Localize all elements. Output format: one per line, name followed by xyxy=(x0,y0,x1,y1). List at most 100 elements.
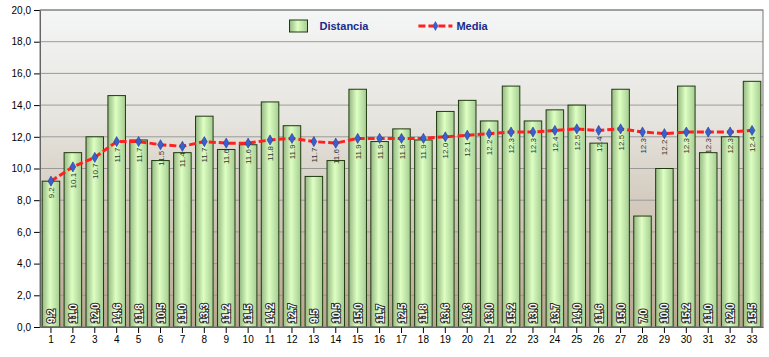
x-tick-label: 16 xyxy=(374,334,386,345)
x-tick: 28 xyxy=(637,327,649,345)
x-tick: 13 xyxy=(308,327,320,345)
line-label: 10.7 xyxy=(91,163,100,179)
y-tick-mark xyxy=(34,10,40,11)
grid xyxy=(40,10,763,327)
data-labels: 9.211.012.014.611.810.511.013.311.211.51… xyxy=(46,134,758,323)
bar xyxy=(196,116,214,327)
bar-label: 11.8 xyxy=(134,304,145,323)
line-label: 11.9 xyxy=(398,144,407,160)
x-tick-mark xyxy=(72,327,73,333)
bar xyxy=(393,129,411,327)
plot: 0,02,04,06,08,010,012,014,016,018,020,01… xyxy=(12,5,764,345)
x-tick-mark xyxy=(423,327,424,333)
bar xyxy=(108,96,126,327)
bar-label: 11.0 xyxy=(703,304,714,323)
bar-label: 12.0 xyxy=(725,303,736,323)
bar-label: 14.0 xyxy=(572,303,583,323)
x-tick-label: 27 xyxy=(615,334,627,345)
line xyxy=(51,129,752,181)
x-tick-mark xyxy=(313,327,314,333)
x-tick-mark xyxy=(752,327,753,333)
x-tick-label: 21 xyxy=(484,334,496,345)
x-tick: 16 xyxy=(374,327,386,345)
line-label: 11.9 xyxy=(288,144,297,160)
bar xyxy=(371,142,389,327)
x-tick-label: 32 xyxy=(725,334,737,345)
marker xyxy=(355,133,361,143)
y-tick-mark xyxy=(34,169,40,170)
plot-frame xyxy=(40,10,763,327)
x-tick-label: 30 xyxy=(681,334,693,345)
bar xyxy=(524,121,542,327)
x-tick-mark xyxy=(357,327,358,333)
line-label: 10.1 xyxy=(69,172,78,188)
x-tick: 8 xyxy=(202,327,208,345)
bar xyxy=(437,111,455,327)
x-tick: 30 xyxy=(681,327,693,345)
y-tick-label: 2,0 xyxy=(17,290,31,301)
bar xyxy=(239,145,257,327)
bar-label: 11.6 xyxy=(594,304,605,323)
bar xyxy=(261,102,279,327)
legend: Distancia Media xyxy=(290,20,489,32)
x-tick-mark xyxy=(50,327,51,333)
bar xyxy=(699,153,717,327)
marks xyxy=(42,81,761,327)
line-label: 12.0 xyxy=(441,142,450,158)
marker xyxy=(749,125,755,135)
bar xyxy=(217,149,235,327)
bar xyxy=(502,86,520,327)
x-tick-mark xyxy=(489,327,490,333)
marker xyxy=(333,138,339,148)
y-tick: 0,0 xyxy=(17,322,40,333)
line-label: 12.2 xyxy=(485,139,494,155)
line-label: 12.5 xyxy=(573,134,582,150)
line-label: 12.4 xyxy=(551,136,560,152)
legend-label: Distancia xyxy=(320,20,370,32)
x-tick-mark xyxy=(401,327,402,333)
marker xyxy=(48,176,54,186)
x-tick-label: 10 xyxy=(243,334,255,345)
x-tick-label: 24 xyxy=(549,334,561,345)
legend-label: Media xyxy=(456,20,488,32)
x-tick-mark xyxy=(270,327,271,333)
y-tick: 8,0 xyxy=(17,195,40,206)
line-label: 9.2 xyxy=(47,187,56,199)
line-label: 12.2 xyxy=(660,139,669,155)
marker xyxy=(661,129,667,139)
x-tick: 17 xyxy=(396,327,408,345)
legend-swatch xyxy=(290,20,308,32)
x-tick: 20 xyxy=(462,327,474,345)
bar-label: 12.7 xyxy=(287,303,298,323)
bar xyxy=(678,86,696,327)
line-label: 11.6 xyxy=(332,149,341,165)
x-tick: 19 xyxy=(440,327,452,345)
x-tick: 10 xyxy=(243,327,255,345)
x-tick-label: 20 xyxy=(462,334,474,345)
bar xyxy=(546,110,564,327)
marker xyxy=(727,127,733,137)
x-tick-label: 1 xyxy=(48,334,54,345)
y-tick: 2,0 xyxy=(17,290,40,301)
bar xyxy=(305,176,323,327)
y-tick-label: 0,0 xyxy=(17,322,31,333)
marker xyxy=(640,127,646,137)
x-tick-mark xyxy=(467,327,468,333)
bar-label: 15.0 xyxy=(616,303,627,323)
bar-label: 12.0 xyxy=(90,303,101,323)
x-tick-label: 12 xyxy=(286,334,298,345)
line-label: 11.6 xyxy=(244,149,253,165)
y-tick: 6,0 xyxy=(17,227,40,238)
marker xyxy=(705,127,711,137)
x-tick-mark xyxy=(291,327,292,333)
y-tick-label: 10,0 xyxy=(12,163,32,174)
x-tick-mark xyxy=(708,327,709,333)
line-label: 12.4 xyxy=(595,136,604,152)
y-tick-mark xyxy=(34,295,40,296)
bar xyxy=(634,216,652,327)
line-label: 11.7 xyxy=(200,147,209,163)
marker xyxy=(158,140,164,150)
x-tick-mark xyxy=(554,327,555,333)
marker xyxy=(420,133,426,143)
bar-label: 13.0 xyxy=(528,303,539,323)
